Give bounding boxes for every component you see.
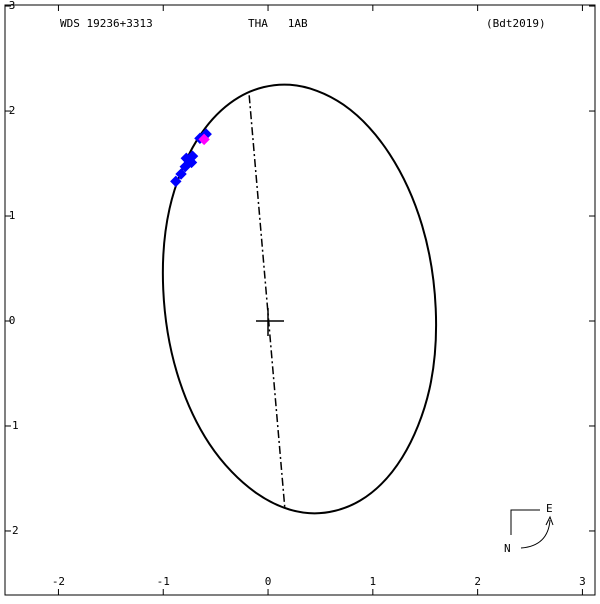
compass-north: N [504, 542, 511, 555]
x-tick-label: -2 [52, 575, 65, 588]
observation [198, 133, 210, 146]
node-line [248, 95, 286, 508]
compass-east: E [546, 502, 553, 515]
compass: E N [504, 502, 554, 555]
orbit [161, 83, 438, 515]
compass-arrow [520, 519, 551, 549]
x-tick-label: 3 [579, 575, 586, 588]
frame [4, 4, 596, 596]
compass-arrow [545, 515, 554, 526]
y-tick-label: 1 [9, 209, 16, 222]
x-tick-label: -1 [157, 575, 170, 588]
observation [170, 175, 182, 188]
y-tick-label: -1 [5, 419, 18, 432]
y-tick-label: 3 [9, 0, 16, 12]
chart-subtitle: THA 1AB [248, 17, 308, 30]
compass-arrow [510, 509, 540, 535]
x-tick-label: 2 [474, 575, 481, 588]
observation [186, 150, 199, 162]
y-tick-label: 0 [9, 314, 16, 327]
x-tick-label: 0 [265, 575, 272, 588]
chart-title: WDS 19236+3313 [60, 17, 153, 30]
y-tick-label: -2 [5, 524, 18, 537]
observation [175, 168, 187, 180]
x-tick-label: 1 [370, 575, 377, 588]
y-tick-label: 2 [9, 104, 16, 117]
annotation: (Bdt2019) [486, 17, 546, 30]
